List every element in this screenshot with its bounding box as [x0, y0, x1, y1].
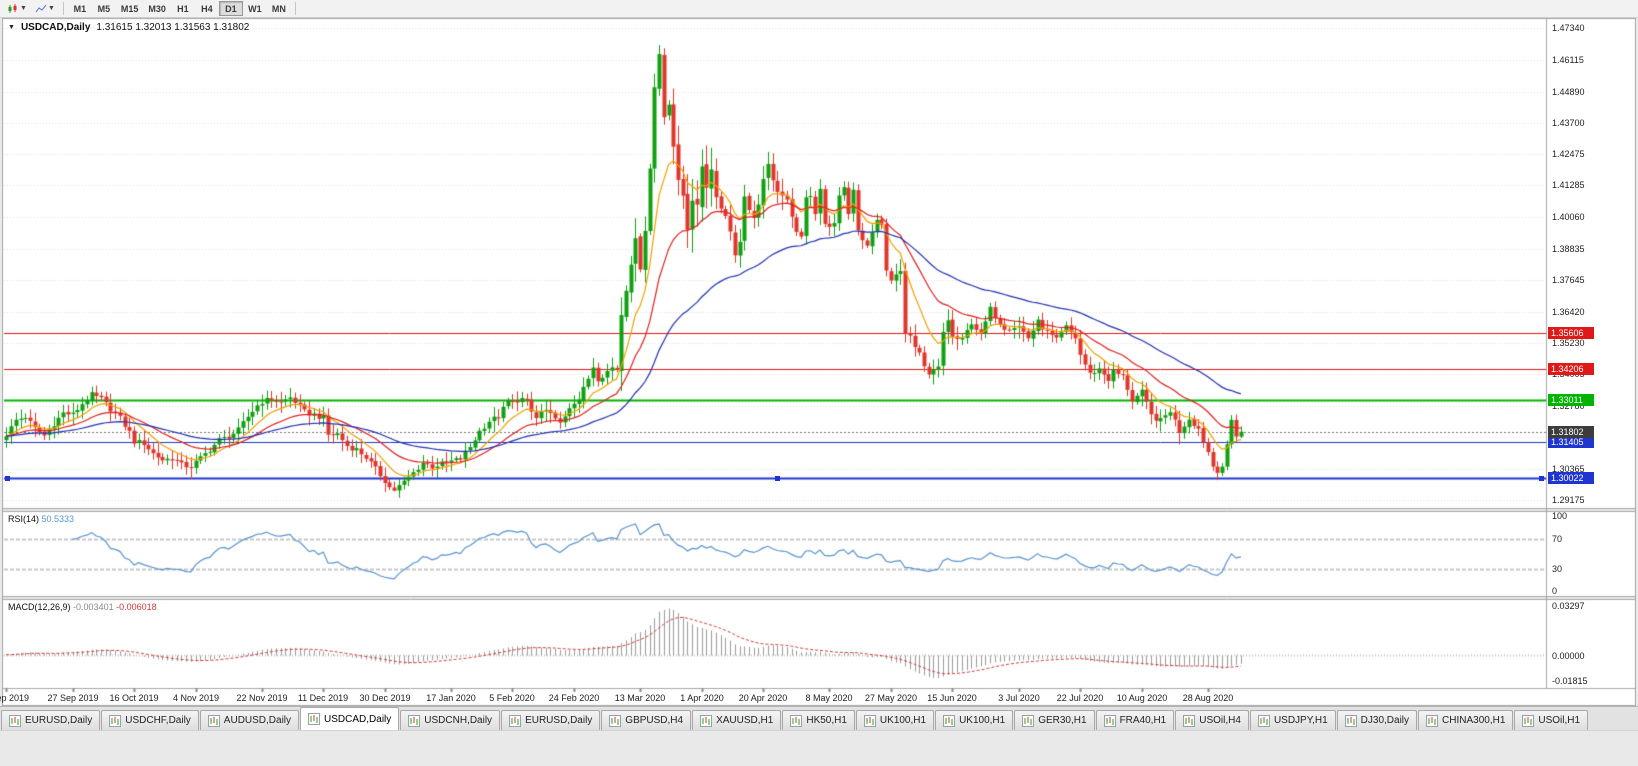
- chart-tab-xauusd-h1[interactable]: XAUUSD,H1: [692, 710, 782, 730]
- trendline-handle[interactable]: [775, 476, 780, 481]
- timeframe-button-m15[interactable]: M15: [120, 3, 139, 14]
- chart-tab-label: USOil,H4: [1199, 715, 1241, 726]
- chart-tab-label: UK100,H1: [879, 715, 927, 726]
- chart-tab-hk50-h1[interactable]: HK50,H1: [782, 710, 855, 730]
- chart-tab-icon: [863, 714, 876, 727]
- chart-tab-china300-h1[interactable]: CHINA300,H1: [1418, 710, 1514, 730]
- chevron-down-icon: ▼: [20, 5, 27, 12]
- chart-tab-gbpusd-h4[interactable]: GBPUSD,H4: [601, 710, 692, 730]
- chart-tab-fra40-h1[interactable]: FRA40,H1: [1095, 710, 1175, 730]
- chart-tab-icon: [790, 714, 803, 727]
- zoom-dropdown[interactable]: ▼: [31, 1, 59, 17]
- chart-tab-label: USDCNH,Daily: [424, 715, 493, 726]
- chart-tab-uk100-h1[interactable]: UK100,H1: [935, 710, 1014, 730]
- chart-area: ▼ USDCAD,Daily 1.31615 1.32013 1.31563 1…: [0, 18, 1636, 706]
- chart-tab-label: USDJPY,H1: [1273, 715, 1328, 726]
- timeframe-button-mn[interactable]: MN: [271, 3, 286, 14]
- chart-tab-icon: [1022, 714, 1035, 727]
- chart-tab-icon: [1426, 714, 1439, 727]
- chart-tab-usdjpy-h1[interactable]: USDJPY,H1: [1249, 710, 1336, 730]
- chart-tab-label: DJ30,Daily: [1360, 715, 1410, 726]
- chart-tab-icon: [700, 714, 713, 727]
- chart-tab-icon: [207, 714, 220, 727]
- chart-type-dropdown[interactable]: ▼: [3, 1, 31, 17]
- chart-tab-label: USOil,H1: [1538, 715, 1581, 726]
- chart-tab-icon: [509, 714, 522, 727]
- candlestick-chart-icon: [8, 3, 17, 13]
- chart-tab-usoil-h4[interactable]: USOil,H4: [1175, 710, 1249, 730]
- status-bar: [0, 730, 1638, 766]
- chart-tab-icon: [308, 713, 321, 725]
- line-chart-icon: [35, 4, 47, 12]
- timeframe-button-h4[interactable]: H4: [201, 3, 213, 14]
- chart-tab-icon: [1344, 714, 1357, 727]
- chart-tab-label: GBPUSD,H4: [625, 715, 684, 726]
- chart-tab-ger30-h1[interactable]: GER30,H1: [1014, 710, 1095, 730]
- chart-tab-icon: [408, 714, 421, 727]
- chart-tab-icon: [109, 714, 122, 727]
- chart-tab-eurusd-daily[interactable]: EURUSD,Daily: [501, 710, 601, 730]
- chart-tab-label: EURUSD,Daily: [525, 715, 593, 726]
- chart-tab-label: GER30,H1: [1038, 715, 1087, 726]
- chart-tab-label: HK50,H1: [806, 715, 847, 726]
- chart-tab-usdchf-daily[interactable]: USDCHF,Daily: [101, 710, 199, 730]
- chart-tab-usdcnh-daily[interactable]: USDCNH,Daily: [400, 710, 501, 730]
- chart-tab-label: UK100,H1: [959, 715, 1006, 726]
- chart-tab-label: FRA40,H1: [1119, 715, 1167, 726]
- chart-tab-eurusd-daily[interactable]: EURUSD,Daily: [1, 710, 101, 730]
- timeframe-button-m5[interactable]: M5: [97, 3, 111, 14]
- chart-tab-usoil-h1[interactable]: USOil,H1: [1514, 710, 1589, 730]
- chart-tab-label: EURUSD,Daily: [25, 715, 93, 726]
- chart-tab-label: XAUUSD,H1: [716, 715, 774, 726]
- chart-tab-label: AUDUSD,Daily: [223, 715, 292, 726]
- chart-tab-bar: EURUSD,Daily USDCHF,Daily AUDUSD,Daily USDC…: [0, 706, 1638, 730]
- chart-tab-uk100-h1[interactable]: UK100,H1: [855, 710, 935, 730]
- timeframe-button-w1[interactable]: W1: [248, 3, 262, 14]
- timeframe-button-d1[interactable]: D1: [218, 1, 243, 16]
- toolbar-separator: [62, 2, 64, 15]
- chart-tab-dj30-daily[interactable]: DJ30,Daily: [1336, 710, 1418, 730]
- chart-canvas[interactable]: [2, 18, 1636, 706]
- timeframe-button-h1[interactable]: H1: [177, 3, 189, 14]
- chart-tab-label: USDCAD,Daily: [324, 713, 392, 725]
- chart-tab-icon: [1183, 714, 1196, 727]
- timeframe-button-m30[interactable]: M30: [148, 3, 166, 14]
- chart-tab-label: CHINA300,H1: [1442, 715, 1506, 726]
- chart-tab-usdcad-daily[interactable]: USDCAD,Daily: [300, 707, 400, 730]
- chart-tab-icon: [9, 714, 21, 727]
- chart-tab-icon: [1257, 714, 1270, 727]
- toolbar-separator: [294, 2, 296, 15]
- chart-tab-audusd-daily[interactable]: AUDUSD,Daily: [199, 710, 300, 730]
- trendline-handle[interactable]: [1539, 476, 1544, 481]
- chart-tab-icon: [609, 714, 622, 727]
- trendline-handle[interactable]: [5, 476, 10, 481]
- timeframe-button-group: M1 M5 M15 M30 H1 H4 D1 W1 MN: [68, 1, 291, 16]
- chart-tab-icon: [1522, 714, 1535, 727]
- chart-tab-label: USDCHF,Daily: [125, 715, 191, 726]
- timeframe-button-m1[interactable]: M1: [73, 3, 87, 14]
- chart-tab-icon: [943, 714, 956, 727]
- chart-tab-icon: [1103, 714, 1116, 727]
- top-toolbar: ▼ ▼ M1 M5 M15 M30 H1 H4 D1 W1 MN: [0, 0, 1638, 18]
- chevron-down-icon: ▼: [47, 5, 55, 12]
